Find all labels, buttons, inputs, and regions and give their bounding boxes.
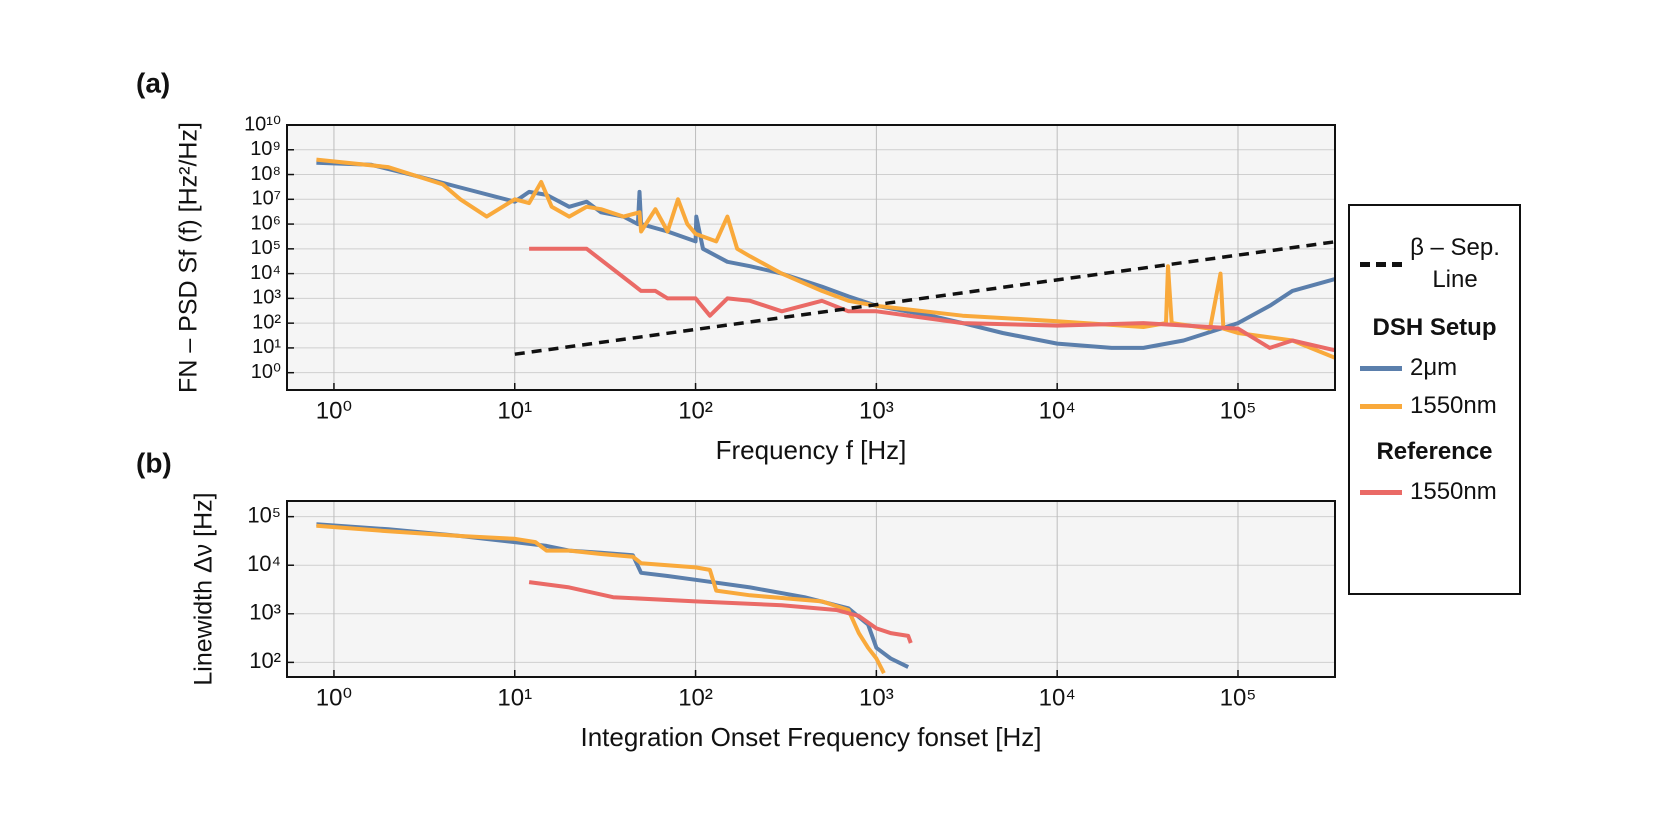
plot-background (287, 501, 1335, 677)
series-line (316, 157, 1335, 360)
legend-label: 2μm (1410, 354, 1458, 381)
series-line (316, 522, 910, 669)
y-tick-label: 10⁴ (247, 551, 281, 576)
y-tick-label: 10⁰ (251, 361, 281, 383)
legend-entry: β – Sep. Line (1360, 232, 1509, 296)
x-tick-label: 10⁴ (1039, 397, 1076, 424)
legend-group-title: DSH Setup (1372, 314, 1497, 341)
x-tick-label: 10² (678, 684, 713, 711)
y-tick-label: 10³ (252, 287, 281, 309)
x-axis-label: Integration Onset Frequency fonset [Hz] (580, 722, 1041, 752)
y-tick-label: 10¹ (252, 336, 281, 358)
legend-swatch (1360, 365, 1402, 371)
x-tick-label: 10⁵ (1220, 397, 1257, 424)
x-tick-label: 10⁰ (316, 397, 352, 424)
y-tick-label: 10⁸ (250, 163, 281, 185)
legend-entry: 2μm (1360, 354, 1509, 382)
y-tick-label: 10⁷ (252, 188, 281, 210)
plot-background (287, 125, 1335, 390)
legend-swatch (1360, 489, 1402, 495)
legend-swatch (1360, 261, 1402, 267)
x-tick-label: 10¹ (497, 397, 532, 424)
y-tick-label: 10⁵ (247, 502, 281, 527)
y-tick-label: 10¹⁰ (244, 113, 281, 135)
x-tick-label: 10⁴ (1039, 684, 1076, 711)
x-tick-label: 10⁵ (1220, 684, 1257, 711)
legend-swatch (1360, 403, 1402, 409)
y-tick-label: 10³ (249, 600, 281, 625)
panel-label: (a) (136, 67, 170, 98)
x-tick-label: 10⁰ (316, 684, 352, 711)
x-tick-label: 10² (678, 397, 713, 424)
y-tick-label: 10² (249, 648, 281, 673)
series-line (316, 523, 886, 675)
y-axis-label: FN – PSD Sf (f) [Hz²/Hz] (175, 122, 203, 393)
legend-entry: 1550nm (1360, 478, 1509, 506)
y-tick-label: 10⁵ (250, 237, 281, 259)
x-tick-label: 10³ (859, 684, 894, 711)
plot-frame (286, 500, 1336, 678)
legend-label: 1550nm (1410, 392, 1497, 419)
legend-label: 1550nm (1410, 478, 1497, 505)
y-axis-label: Linewidth Δν [Hz] (190, 492, 218, 685)
series-line (514, 240, 1335, 356)
plot-frame (286, 124, 1336, 391)
y-tick-label: 10⁴ (250, 262, 281, 284)
x-axis-label: Frequency f [Hz] (716, 435, 907, 465)
series-line (528, 580, 913, 644)
series-line (529, 246, 1335, 353)
x-tick-label: 10³ (859, 397, 894, 424)
series-line (316, 160, 1335, 350)
x-tick-label: 10¹ (497, 684, 532, 711)
legend-group-title: Reference (1376, 438, 1493, 465)
legend: β – Sep. Line DSH Setup 2μm 1550nm Reference… (1348, 204, 1521, 595)
legend-entry: 1550nm (1360, 392, 1509, 420)
legend-label: β – Sep. Line (1410, 234, 1500, 293)
panel-label: (b) (136, 447, 172, 478)
y-tick-label: 10⁶ (251, 212, 281, 234)
y-tick-label: 10² (252, 311, 281, 333)
y-tick-label: 10⁹ (250, 138, 281, 160)
